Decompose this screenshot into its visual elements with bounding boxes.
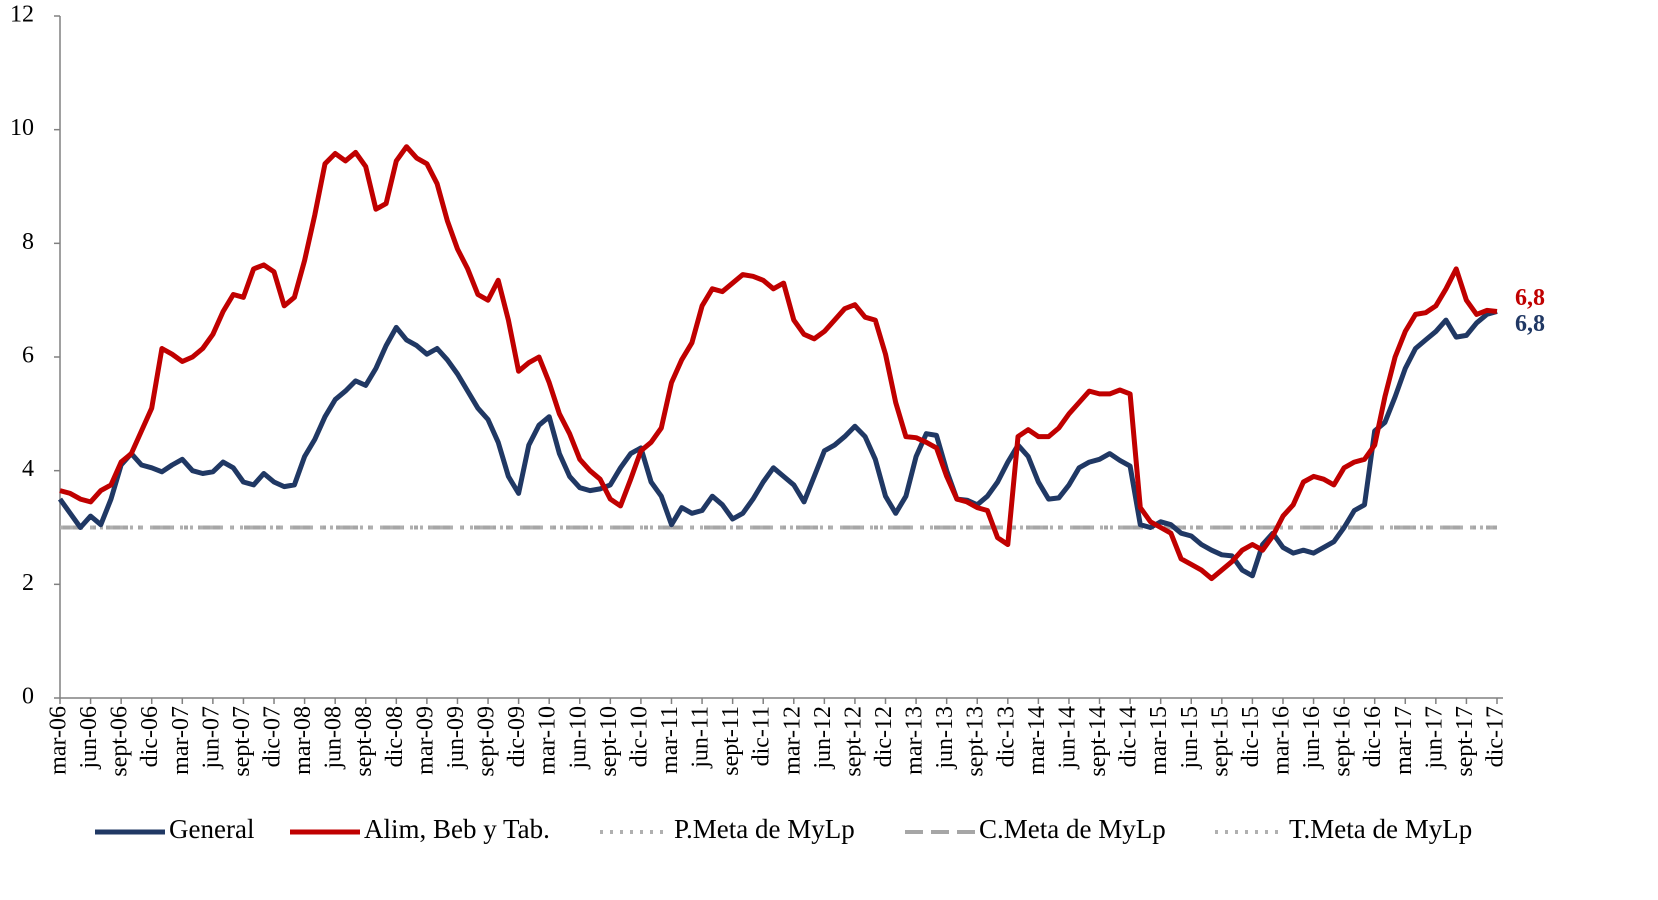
x-tick-label: sept-09 (474, 706, 500, 777)
x-tick-label: dic-11 (749, 706, 775, 766)
x-tick-label: dic-07 (260, 706, 286, 767)
x-tick-label: sept-13 (963, 706, 989, 777)
x-tick-label: mar-06 (46, 706, 72, 775)
x-tick-label: jun-15 (1177, 706, 1203, 770)
x-tick-label: jun-12 (810, 706, 836, 770)
legend-label: T.Meta de MyLp (1289, 814, 1472, 844)
x-tick-label: jun-13 (932, 706, 958, 770)
x-tick-label: jun-07 (198, 706, 224, 770)
x-tick-label: jun-10 (565, 706, 591, 770)
x-tick-label: sept-11 (718, 706, 744, 776)
legend-label: General (169, 814, 254, 844)
line-series (59, 144, 1498, 582)
value-label: 6,8 (1515, 285, 1545, 311)
x-tick-label: mar-17 (1391, 706, 1417, 775)
x-tick-label: mar-13 (902, 706, 928, 775)
x-tick-label: mar-16 (1268, 706, 1294, 775)
x-tick-label: sept-15 (1207, 706, 1233, 777)
y-tick-label: 4 (22, 456, 34, 482)
x-tick-label: sept-10 (596, 706, 622, 777)
x-tick-label: sept-14 (1085, 706, 1111, 777)
legend-label: Alim, Beb y Tab. (364, 814, 550, 844)
x-tick-label: sept-06 (107, 706, 133, 777)
y-tick-label: 2 (22, 570, 34, 596)
x-tick-label: sept-08 (351, 706, 377, 777)
x-tick-label: sept-16 (1330, 706, 1356, 777)
legend-label: C.Meta de MyLp (979, 814, 1166, 844)
x-tick-label: sept-07 (229, 706, 255, 777)
x-tick-label: dic-06 (137, 706, 163, 767)
x-tick-label: mar-08 (290, 706, 316, 775)
x-tick-label: dic-16 (1360, 706, 1386, 767)
x-tick-label: sept-17 (1452, 706, 1478, 777)
x-tick-label: mar-15 (1146, 706, 1172, 775)
x-tick-label: dic-17 (1483, 706, 1509, 767)
value-label: 6,8 (1515, 311, 1545, 337)
legend-label: P.Meta de MyLp (674, 814, 855, 844)
x-tick-label: jun-16 (1299, 706, 1325, 770)
x-tick-label: dic-15 (1238, 706, 1264, 767)
y-tick-label: 8 (22, 229, 34, 255)
x-tick-label: jun-08 (321, 706, 347, 770)
x-tick-label: jun-09 (443, 706, 469, 770)
x-tick-label: jun-11 (688, 706, 714, 769)
x-tick-label: dic-12 (871, 706, 897, 767)
y-tick-label: 6 (22, 343, 34, 369)
x-tick-label: mar-09 (412, 706, 438, 775)
x-tick-label: dic-10 (626, 706, 652, 767)
x-tick-label: mar-07 (168, 706, 194, 775)
x-tick-label: jun-14 (1054, 706, 1080, 770)
x-tick-label: dic-13 (993, 706, 1019, 767)
x-tick-label: jun-06 (76, 706, 102, 770)
x-tick-label: dic-09 (504, 706, 530, 767)
x-tick-label: dic-08 (382, 706, 408, 767)
x-tick-label: dic-14 (1116, 706, 1142, 767)
x-tick-label: mar-12 (779, 706, 805, 775)
x-tick-label: mar-11 (657, 706, 683, 774)
x-tick-label: mar-10 (535, 706, 561, 775)
x-tick-label: sept-12 (840, 706, 866, 777)
y-tick-label: 0 (22, 684, 34, 710)
y-tick-label: 10 (10, 115, 34, 141)
x-tick-label: mar-14 (1024, 706, 1050, 775)
line-series (57, 309, 1498, 579)
y-tick-label: 12 (10, 2, 34, 28)
x-tick-label: jun-17 (1421, 706, 1447, 770)
